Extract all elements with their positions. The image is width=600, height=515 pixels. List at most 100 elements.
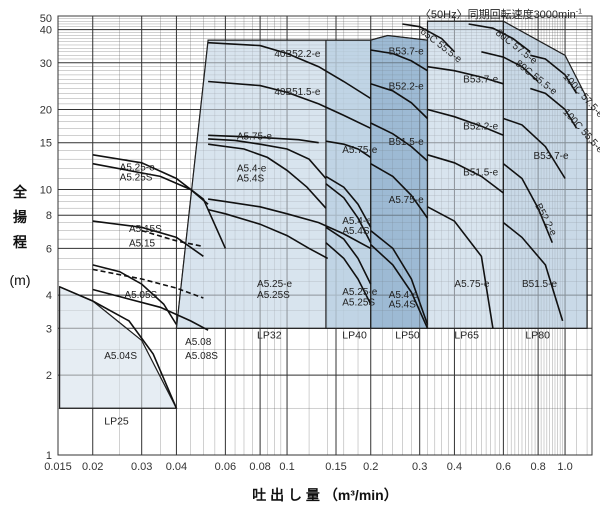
y-tick-label: 20 [40, 105, 52, 117]
curve-a5-4s3 [370, 244, 429, 329]
y-tick-label: 8 [46, 210, 52, 222]
y-tick-label: 30 [40, 58, 52, 70]
curve-a5-25-e3 [325, 226, 372, 285]
curve-a5-08s [92, 288, 209, 331]
curve-label: A5.05S [124, 290, 157, 301]
curve-a5-4s2 [325, 183, 372, 244]
curve-label: A5.4-e [389, 290, 419, 301]
curve-label: B53.7-e [463, 74, 498, 85]
curve-a5-75-e [208, 134, 319, 144]
region-label: LP65 [454, 329, 479, 341]
curve-label: A5.75-e [389, 195, 424, 206]
curve-a5-25s3 [325, 242, 372, 305]
curve-label: A5.25-e [120, 162, 155, 173]
curve-label: A5.4S [237, 174, 265, 185]
curve-label: B53.7-e [389, 47, 424, 58]
region-outline-lp80 [502, 20, 588, 329]
curve-b53-7-e2 [427, 65, 504, 85]
curve-b53-7-e [370, 49, 428, 72]
x-tick-label: 0.015 [44, 461, 72, 473]
curve-a5-4-e [208, 138, 327, 180]
curve-40b52-2-e [208, 41, 372, 100]
curve-a5-4s [207, 143, 327, 209]
x-tick-label: 0.06 [215, 461, 236, 473]
curve-label: B51.5-e [389, 137, 424, 148]
curve-label: A5.4S [342, 226, 370, 237]
curve-label: A5.4S [389, 299, 417, 310]
curve-label: A5.15 [129, 238, 156, 249]
curve-b51-5-e2 [427, 154, 504, 194]
y-axis-title-char: 全 [12, 184, 28, 200]
y-axis-unit: (m) [10, 272, 31, 288]
region-label: LP32 [257, 329, 282, 341]
curve-label: 40B51.5-e [274, 87, 321, 98]
curve-label: A5.25S [257, 290, 290, 301]
curve-100c57-5-e [530, 54, 578, 94]
y-tick-label: 2 [46, 370, 52, 382]
y-tick-label: 6 [46, 243, 52, 255]
curve-a5-15 [141, 229, 204, 248]
curve-a5-08 [92, 268, 204, 299]
chart-note: 〈50Hz〉同期回転速度3000min-1 [420, 6, 582, 22]
x-tick-label: 0.2 [363, 461, 378, 473]
curve-label: 40B52.2-e [274, 49, 321, 60]
region-label: LP25 [104, 416, 129, 428]
curve-label: A5.08S [185, 351, 218, 362]
note-text: 〈50Hz〉同期回転速度3000min [419, 9, 576, 21]
region-label: LP40 [342, 329, 367, 341]
curve-b52-2-e2 [427, 108, 504, 137]
curve-b51-5-e3 [502, 221, 564, 322]
region-label: LP50 [395, 329, 420, 341]
curve-100c55-5-e [530, 87, 578, 129]
y-tick-label: 4 [46, 290, 52, 302]
region-outline-lp25 [58, 285, 178, 409]
curve-label: A5.04S [104, 351, 137, 362]
x-tick-label: 0.3 [412, 461, 427, 473]
curve-label: B52.2-e [389, 81, 424, 92]
y-tick-label: 3 [46, 323, 52, 335]
note-sup: -1 [575, 8, 582, 16]
x-tick-label: 0.02 [82, 461, 103, 473]
curve-b53-7-e3 [503, 117, 566, 179]
curve-a5-25-e2 [207, 198, 372, 250]
curve-label: B51.5-e [522, 279, 557, 290]
x-tick-label: 1.0 [557, 461, 572, 473]
y-tick-label: 50 [40, 13, 52, 25]
curve-label: B51.5-e [463, 167, 498, 178]
curve-a5-04s [59, 286, 178, 409]
curve-label: A5.08 [185, 337, 212, 348]
curve-a5-25s [92, 162, 209, 205]
curve-80c55-5-e [481, 51, 539, 83]
curve-a5-25s2 [207, 208, 329, 260]
x-axis-title: 吐 出 し 量 （m³/min） [252, 487, 397, 503]
y-tick-label: 40 [40, 25, 52, 37]
x-tick-label: 0.4 [447, 461, 462, 473]
x-tick-label: 0.04 [166, 461, 187, 473]
x-tick-label: 0.03 [131, 461, 152, 473]
curve-label: A5.4-e [237, 163, 267, 174]
curve-a5-75-e3 [370, 163, 429, 219]
region-label: LP80 [525, 329, 550, 341]
curve-a5-25-e [92, 154, 227, 249]
x-tick-label: 0.15 [325, 461, 346, 473]
curve-a5-15s [92, 220, 204, 257]
x-tick-label: 0.1 [279, 461, 294, 473]
curve-80c57-5-e [468, 23, 531, 53]
curve-label: B52.2-e [463, 122, 498, 133]
curve-label: A5.25S [120, 173, 153, 184]
curve-40b51-5-e [208, 80, 372, 130]
region-outline-lp40 [325, 39, 372, 329]
curve-label: B53.7-e [534, 151, 569, 162]
curve-label: A5.25-e [342, 287, 377, 298]
curve-label: A5.15S [129, 224, 162, 235]
curve-label: A5.75-e [237, 132, 272, 143]
curve-b52-2-e3 [502, 163, 554, 244]
y-tick-label: 10 [40, 184, 52, 196]
x-tick-label: 0.6 [496, 461, 511, 473]
y-axis-title-char: 揚 [13, 209, 27, 225]
x-tick-label: 0.08 [249, 461, 270, 473]
x-tick-label: 0.8 [530, 461, 545, 473]
curve-label: A5.25-e [257, 279, 292, 290]
curve-label: A5.4-e [342, 216, 372, 227]
